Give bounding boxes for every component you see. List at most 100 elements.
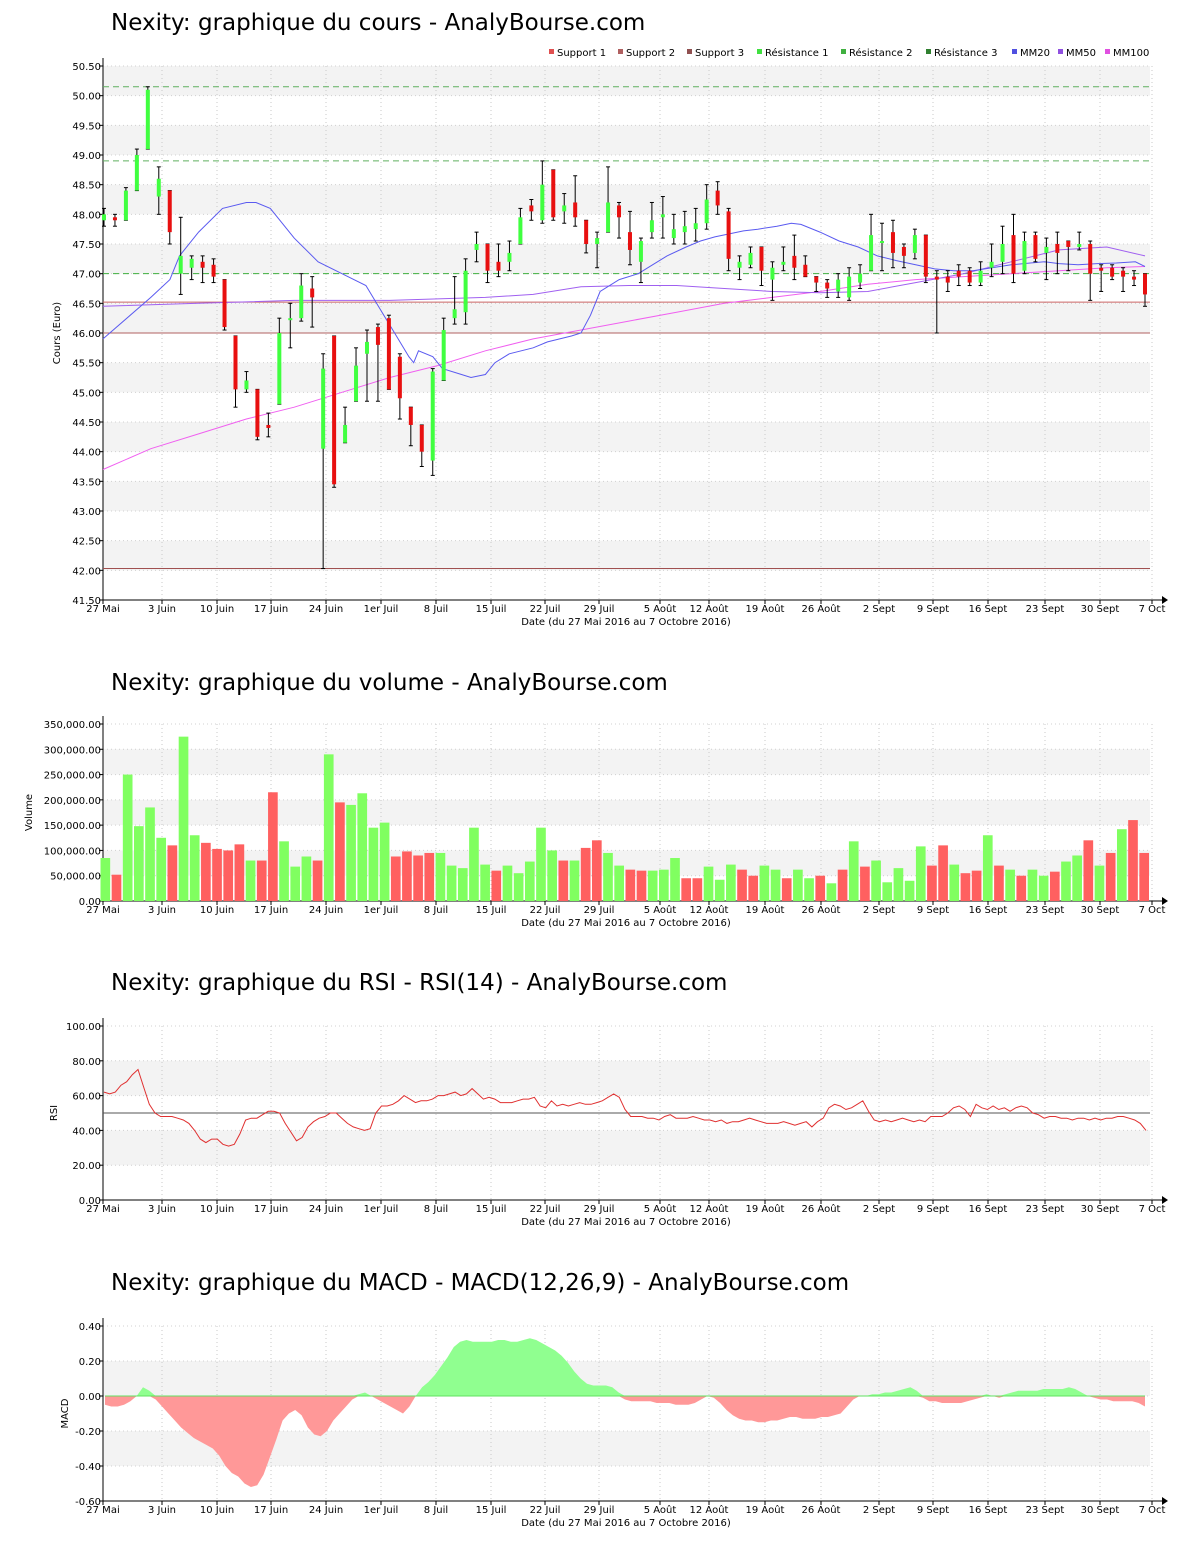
legend-swatch [757, 49, 762, 54]
candle-body [770, 267, 775, 280]
candle-body [912, 235, 917, 253]
y-tick-label: 100.00 [66, 1022, 101, 1033]
volume-bar [402, 851, 412, 901]
x-tick-label: 19 Août [746, 1203, 785, 1215]
volume-bar [1049, 871, 1060, 901]
grid-band [103, 1431, 1150, 1466]
legend-swatch [687, 49, 692, 54]
volume-bar [591, 840, 602, 901]
volume-bar [848, 841, 859, 901]
volume-bar [390, 856, 401, 901]
legend-swatch [841, 49, 846, 54]
x-tick-label: 26 Août [802, 1504, 841, 1516]
y-tick-label: 0.00 [79, 1392, 101, 1403]
legend-swatch [1012, 49, 1017, 54]
x-tick-label: 26 Août [802, 904, 841, 916]
candle-body [890, 232, 895, 253]
x-tick-label: 2 Sept [863, 1505, 895, 1516]
y-tick-label: 300,000.00 [44, 745, 101, 756]
volume-bar [681, 878, 692, 901]
candle-body [606, 202, 611, 233]
volume-bar [994, 865, 1004, 901]
volume-bar [290, 866, 301, 901]
candle-body [123, 190, 128, 221]
candle-body [869, 235, 874, 271]
x-axis-label: Date (du 27 Mai 2016 au 7 Octobre 2016) [521, 1518, 731, 1529]
y-tick-label: 80.00 [72, 1057, 101, 1068]
x-tick-label: 5 Août [644, 1504, 677, 1516]
candle-body [255, 389, 260, 437]
volume-bar [915, 846, 926, 901]
volume-bar [837, 869, 848, 901]
x-tick-label: 23 Sept [1026, 604, 1065, 615]
volume-bar [457, 868, 468, 901]
candle-body [244, 380, 249, 390]
x-tick-label: 22 Juil [530, 1204, 561, 1215]
y-tick-label: 150,000.00 [44, 821, 101, 832]
grid-band [103, 362, 1150, 393]
y-tick-label: 45.50 [72, 359, 101, 370]
x-tick-label: 15 Juil [476, 905, 507, 916]
y-tick-label: 250,000.00 [44, 771, 101, 782]
x-tick-label: 27 Mai [86, 1505, 119, 1516]
x-tick-label: 12 Août [690, 1504, 729, 1516]
volume-bar [770, 869, 781, 901]
legend-label: Support 1 [557, 48, 606, 59]
candle-body [189, 258, 194, 268]
volume-bar [480, 864, 490, 901]
x-tick-label: 7 Oct [1139, 905, 1166, 916]
candle-body [343, 424, 348, 443]
volume-bar [178, 736, 189, 901]
volume-bar [826, 883, 837, 901]
candle-body [310, 288, 315, 298]
legend-label: MM100 [1113, 48, 1149, 59]
mm20-line [102, 202, 1146, 379]
volume-bar [692, 878, 703, 901]
y-tick-label: 0.00 [79, 1196, 101, 1207]
legend-label: Résistance 1 [765, 47, 828, 59]
mm50-line [102, 246, 1146, 307]
volume-chart: 0.00 50,000.00 100,000.00 150,000.00 200,000… [24, 716, 1168, 929]
y-tick-label: 43.00 [72, 507, 101, 518]
legend-swatch [549, 49, 554, 54]
candle-body [408, 407, 413, 425]
y-tick-label: 45.00 [72, 388, 101, 399]
x-tick-label: 22 Juil [530, 604, 561, 615]
volume-bar [491, 870, 502, 901]
volume-bar [547, 850, 557, 901]
x-tick-label: 3 Juin [148, 1505, 176, 1516]
grid-band [103, 481, 1150, 511]
x-tick-label: 5 Août [644, 603, 677, 615]
macd-chart-title: Nexity: graphique du MACD - MACD(12,26,9… [111, 1270, 850, 1296]
volume-bar [156, 837, 167, 901]
candle-body [485, 244, 490, 271]
x-tick-label: 3 Juin [148, 905, 176, 916]
candle-body [934, 276, 939, 280]
candle-body [836, 279, 841, 292]
candle-body [584, 220, 589, 244]
volume-bar [1038, 875, 1049, 901]
candle-body [321, 368, 326, 449]
x-tick-label: 17 Juin [254, 1505, 288, 1516]
y-tick-label: 44.00 [72, 448, 101, 459]
x-tick-label: 23 Sept [1026, 1204, 1065, 1215]
x-tick-label: 2 Sept [863, 905, 895, 916]
y-axis-label: MACD [60, 1398, 71, 1428]
volume-chart-title: Nexity: graphique du volume - AnalyBours… [111, 670, 668, 696]
candle-body [474, 244, 479, 250]
x-tick-label: 30 Sept [1081, 905, 1120, 916]
candle-body [496, 261, 501, 271]
volume-bar [1061, 861, 1071, 901]
candle-body [989, 261, 994, 268]
candle-body [1044, 246, 1049, 253]
x-tick-label: 29 Juil [584, 1505, 615, 1516]
volume-bar [1016, 875, 1027, 901]
candle-body [233, 335, 238, 390]
rsi-chart: 0.00 20.00 40.00 60.00 80.00 100.00 27 Mai 3 Ju… [49, 1018, 1168, 1228]
x-tick-label: 24 Juin [309, 604, 343, 615]
volume-bar [256, 860, 267, 901]
candle-body [704, 199, 709, 224]
x-tick-label: 19 Août [746, 904, 785, 916]
y-tick-label: 46.00 [72, 329, 101, 340]
volume-bar [1005, 869, 1015, 901]
